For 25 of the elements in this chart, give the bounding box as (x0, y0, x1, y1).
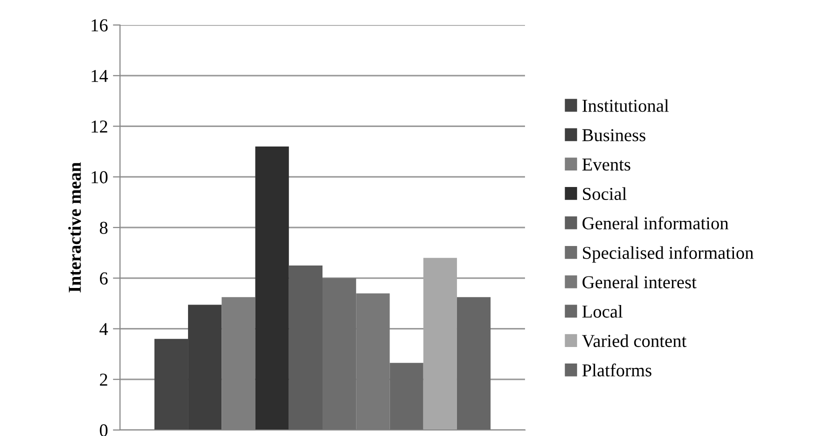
legend-label: Local (582, 304, 623, 318)
y-tick-label: 0 (100, 424, 108, 436)
legend-label: Business (582, 129, 646, 142)
y-tick-label: 12 (92, 120, 108, 133)
legend-label: General information (582, 216, 728, 230)
bar (288, 265, 322, 430)
y-tick-label: 16 (92, 19, 108, 32)
y-tick-label: 6 (100, 272, 108, 285)
legend-label: Social (583, 187, 627, 200)
legend-label: Events (582, 158, 630, 171)
legend-label: Institutional (582, 99, 669, 112)
y-tick-label: 2 (100, 374, 108, 386)
y-tick-label: 10 (92, 171, 108, 184)
legend-label: Specialised information (583, 246, 754, 263)
legend-label: Varied content (582, 334, 686, 348)
y-tick-label: 14 (92, 70, 108, 82)
bar (255, 146, 289, 430)
bar (456, 297, 491, 430)
y-tick-label: 4 (100, 323, 108, 336)
bar (423, 258, 457, 430)
y-axis-title: Interactive mean (68, 162, 81, 292)
legend-label: General interest (582, 276, 696, 288)
legend-label: Platforms (582, 364, 652, 376)
y-tick-label: 8 (100, 222, 108, 234)
bar (390, 362, 424, 430)
